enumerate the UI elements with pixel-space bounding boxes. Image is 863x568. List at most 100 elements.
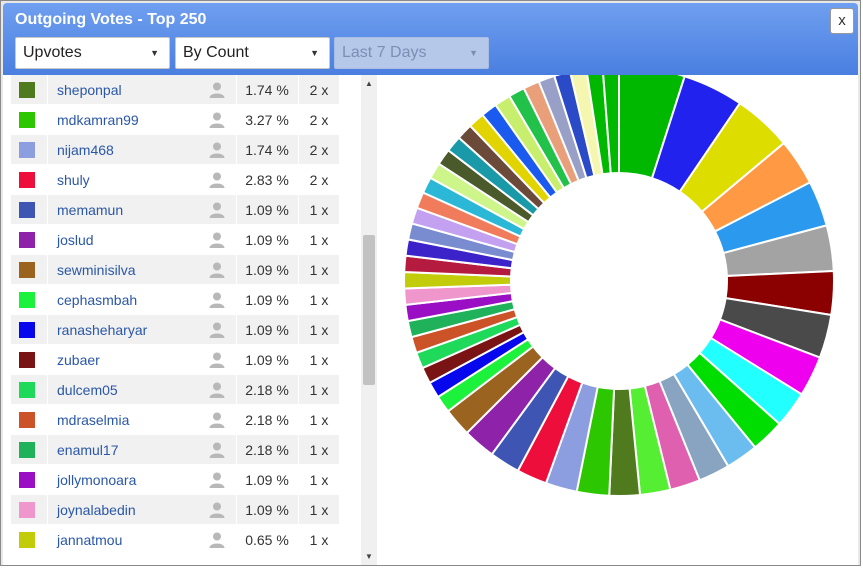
list-item: mdkamran99 3.27 % 2 x (11, 105, 339, 135)
color-swatch (19, 112, 35, 128)
vote-count: 2 x (309, 142, 329, 158)
color-swatch (19, 232, 35, 248)
user-icon[interactable] (208, 171, 226, 189)
vote-count: 1 x (309, 322, 329, 338)
scroll-up-icon[interactable]: ▲ (365, 79, 373, 88)
user-icon[interactable] (208, 441, 226, 459)
voter-name-link[interactable]: sewminisilva (57, 262, 136, 278)
list-item: memamun 1.09 % 1 x (11, 195, 339, 225)
user-icon[interactable] (208, 261, 226, 279)
voter-name-link[interactable]: joslud (57, 232, 94, 248)
user-icon[interactable] (208, 381, 226, 399)
voter-name-link[interactable]: dulcem05 (57, 382, 118, 398)
vote-percent: 1.74 % (245, 82, 289, 98)
period-select: Last 7 Days ▼ (334, 37, 489, 69)
vote-count: 1 x (309, 382, 329, 398)
user-icon[interactable] (208, 471, 226, 489)
vote-percent: 1.09 % (245, 352, 289, 368)
vote-percent: 2.18 % (245, 412, 289, 428)
list-item: shuly 2.83 % 2 x (11, 165, 339, 195)
voter-name-link[interactable]: cephasmbah (57, 292, 138, 308)
voter-name-link[interactable]: mdraselmia (57, 412, 130, 428)
user-icon[interactable] (208, 531, 226, 549)
voter-name-link[interactable]: ranasheharyar (57, 322, 148, 338)
vote-type-select[interactable]: Upvotes ▼ (15, 37, 170, 69)
vote-count: 2 x (309, 172, 329, 188)
voter-name-link[interactable]: memamun (57, 202, 124, 218)
voter-name-link[interactable]: mdkamran99 (57, 112, 139, 128)
user-icon[interactable] (208, 231, 226, 249)
list-item: ranasheharyar 1.09 % 1 x (11, 315, 339, 345)
voter-name-link[interactable]: zubaer (57, 352, 100, 368)
votes-donut-chart (403, 75, 835, 497)
color-swatch (19, 262, 35, 278)
user-icon[interactable] (208, 321, 226, 339)
voter-name-link[interactable]: shuly (57, 172, 90, 188)
list-item: enamul17 2.18 % 1 x (11, 435, 339, 465)
voter-name-link[interactable]: joynalabedin (57, 502, 136, 518)
votes-list: sheponpal 1.74 % 2 x mdkamran99 3.27 % 2 x nij… (11, 75, 339, 555)
vote-percent: 2.18 % (245, 442, 289, 458)
vote-percent: 1.09 % (245, 322, 289, 338)
vote-percent: 1.09 % (245, 472, 289, 488)
vote-count: 1 x (309, 352, 329, 368)
vote-percent: 1.09 % (245, 292, 289, 308)
sort-value: By Count (183, 44, 249, 61)
vote-count: 1 x (309, 262, 329, 278)
vote-count: 1 x (309, 412, 329, 428)
list-item: joslud 1.09 % 1 x (11, 225, 339, 255)
period-value: Last 7 Days (342, 44, 427, 61)
list-scrollbar[interactable]: ▲ ▼ (361, 75, 377, 565)
scroll-thumb[interactable] (363, 235, 375, 385)
color-swatch (19, 202, 35, 218)
vote-count: 1 x (309, 232, 329, 248)
list-item: zubaer 1.09 % 1 x (11, 345, 339, 375)
vote-count: 2 x (309, 82, 329, 98)
dialog-title: Outgoing Votes - Top 250 (15, 11, 207, 28)
close-button[interactable]: x (830, 8, 854, 34)
user-icon[interactable] (208, 291, 226, 309)
color-swatch (19, 442, 35, 458)
vote-percent: 1.74 % (245, 142, 289, 158)
voter-name-link[interactable]: jollymonoara (57, 472, 137, 488)
sort-select[interactable]: By Count ▼ (175, 37, 330, 69)
voter-name-link[interactable]: jannatmou (57, 532, 123, 548)
vote-percent: 0.65 % (245, 532, 289, 548)
content-area: sheponpal 1.74 % 2 x mdkamran99 3.27 % 2 x nij… (3, 75, 858, 565)
scroll-down-icon[interactable]: ▼ (365, 552, 373, 561)
list-item: sheponpal 1.74 % 2 x (11, 75, 339, 105)
vote-percent: 3.27 % (245, 112, 289, 128)
list-item: jollymonoara 1.09 % 1 x (11, 465, 339, 495)
chevron-down-icon: ▼ (150, 48, 159, 58)
color-swatch (19, 142, 35, 158)
vote-count: 1 x (309, 502, 329, 518)
vote-count: 1 x (309, 292, 329, 308)
chevron-down-icon: ▼ (469, 48, 478, 58)
user-icon[interactable] (208, 351, 226, 369)
voter-name-link[interactable]: sheponpal (57, 82, 122, 98)
user-icon[interactable] (208, 141, 226, 159)
vote-count: 1 x (309, 532, 329, 548)
list-item: joynalabedin 1.09 % 1 x (11, 495, 339, 525)
donut-slice[interactable] (602, 75, 620, 175)
user-icon[interactable] (208, 111, 226, 129)
color-swatch (19, 172, 35, 188)
color-swatch (19, 412, 35, 428)
user-icon[interactable] (208, 201, 226, 219)
user-icon[interactable] (208, 501, 226, 519)
chevron-down-icon: ▼ (310, 48, 319, 58)
vote-percent: 1.09 % (245, 262, 289, 278)
color-swatch (19, 322, 35, 338)
user-icon[interactable] (208, 81, 226, 99)
color-swatch (19, 502, 35, 518)
vote-percent: 1.09 % (245, 232, 289, 248)
vote-count: 1 x (309, 442, 329, 458)
user-icon[interactable] (208, 411, 226, 429)
voter-name-link[interactable]: nijam468 (57, 142, 114, 158)
list-item: jannatmou 0.65 % 1 x (11, 525, 339, 555)
vote-percent: 2.18 % (245, 382, 289, 398)
list-item: cephasmbah 1.09 % 1 x (11, 285, 339, 315)
vote-count: 2 x (309, 112, 329, 128)
voter-name-link[interactable]: enamul17 (57, 442, 119, 458)
